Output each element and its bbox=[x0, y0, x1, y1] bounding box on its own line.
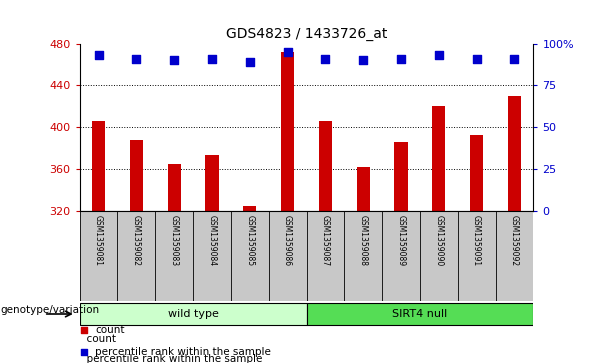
Bar bbox=[357, 167, 370, 211]
Point bbox=[358, 57, 368, 63]
Text: count: count bbox=[80, 334, 116, 344]
Bar bbox=[281, 52, 294, 211]
Text: GSM1359082: GSM1359082 bbox=[132, 215, 141, 266]
Text: SIRT4 null: SIRT4 null bbox=[392, 309, 447, 319]
Text: GSM1359086: GSM1359086 bbox=[283, 215, 292, 266]
Bar bbox=[243, 206, 256, 211]
Text: percentile rank within the sample: percentile rank within the sample bbox=[95, 347, 271, 357]
Point bbox=[169, 57, 179, 63]
Text: GSM1359091: GSM1359091 bbox=[472, 215, 481, 266]
Point bbox=[207, 56, 217, 61]
Text: GSM1359089: GSM1359089 bbox=[397, 215, 406, 266]
Bar bbox=[394, 142, 408, 211]
Text: GSM1359084: GSM1359084 bbox=[207, 215, 216, 266]
Bar bbox=[508, 96, 521, 211]
Text: wild type: wild type bbox=[168, 309, 218, 319]
Point bbox=[79, 349, 89, 355]
Point bbox=[321, 56, 330, 61]
Title: GDS4823 / 1433726_at: GDS4823 / 1433726_at bbox=[226, 27, 387, 41]
Text: GSM1359085: GSM1359085 bbox=[245, 215, 254, 266]
Point bbox=[472, 56, 482, 61]
Text: GSM1359081: GSM1359081 bbox=[94, 215, 103, 266]
Point bbox=[79, 327, 89, 333]
Bar bbox=[470, 135, 483, 211]
Bar bbox=[92, 121, 105, 211]
Text: GSM1359087: GSM1359087 bbox=[321, 215, 330, 266]
Text: count: count bbox=[95, 325, 124, 335]
Point bbox=[509, 56, 519, 61]
Point bbox=[434, 52, 444, 58]
Bar bbox=[167, 164, 181, 211]
Text: genotype/variation: genotype/variation bbox=[0, 305, 99, 315]
Bar bbox=[306, 302, 533, 325]
Bar bbox=[130, 139, 143, 211]
Text: percentile rank within the sample: percentile rank within the sample bbox=[80, 354, 262, 363]
Bar bbox=[80, 302, 306, 325]
Bar bbox=[319, 121, 332, 211]
Bar bbox=[205, 155, 219, 211]
Text: GSM1359090: GSM1359090 bbox=[434, 215, 443, 266]
Text: GSM1359083: GSM1359083 bbox=[170, 215, 179, 266]
Text: GSM1359088: GSM1359088 bbox=[359, 215, 368, 266]
Text: GSM1359092: GSM1359092 bbox=[510, 215, 519, 266]
Bar bbox=[432, 106, 446, 211]
Point bbox=[131, 56, 141, 61]
Point bbox=[94, 52, 104, 58]
Point bbox=[396, 56, 406, 61]
Point bbox=[245, 59, 255, 65]
Point bbox=[283, 49, 292, 55]
